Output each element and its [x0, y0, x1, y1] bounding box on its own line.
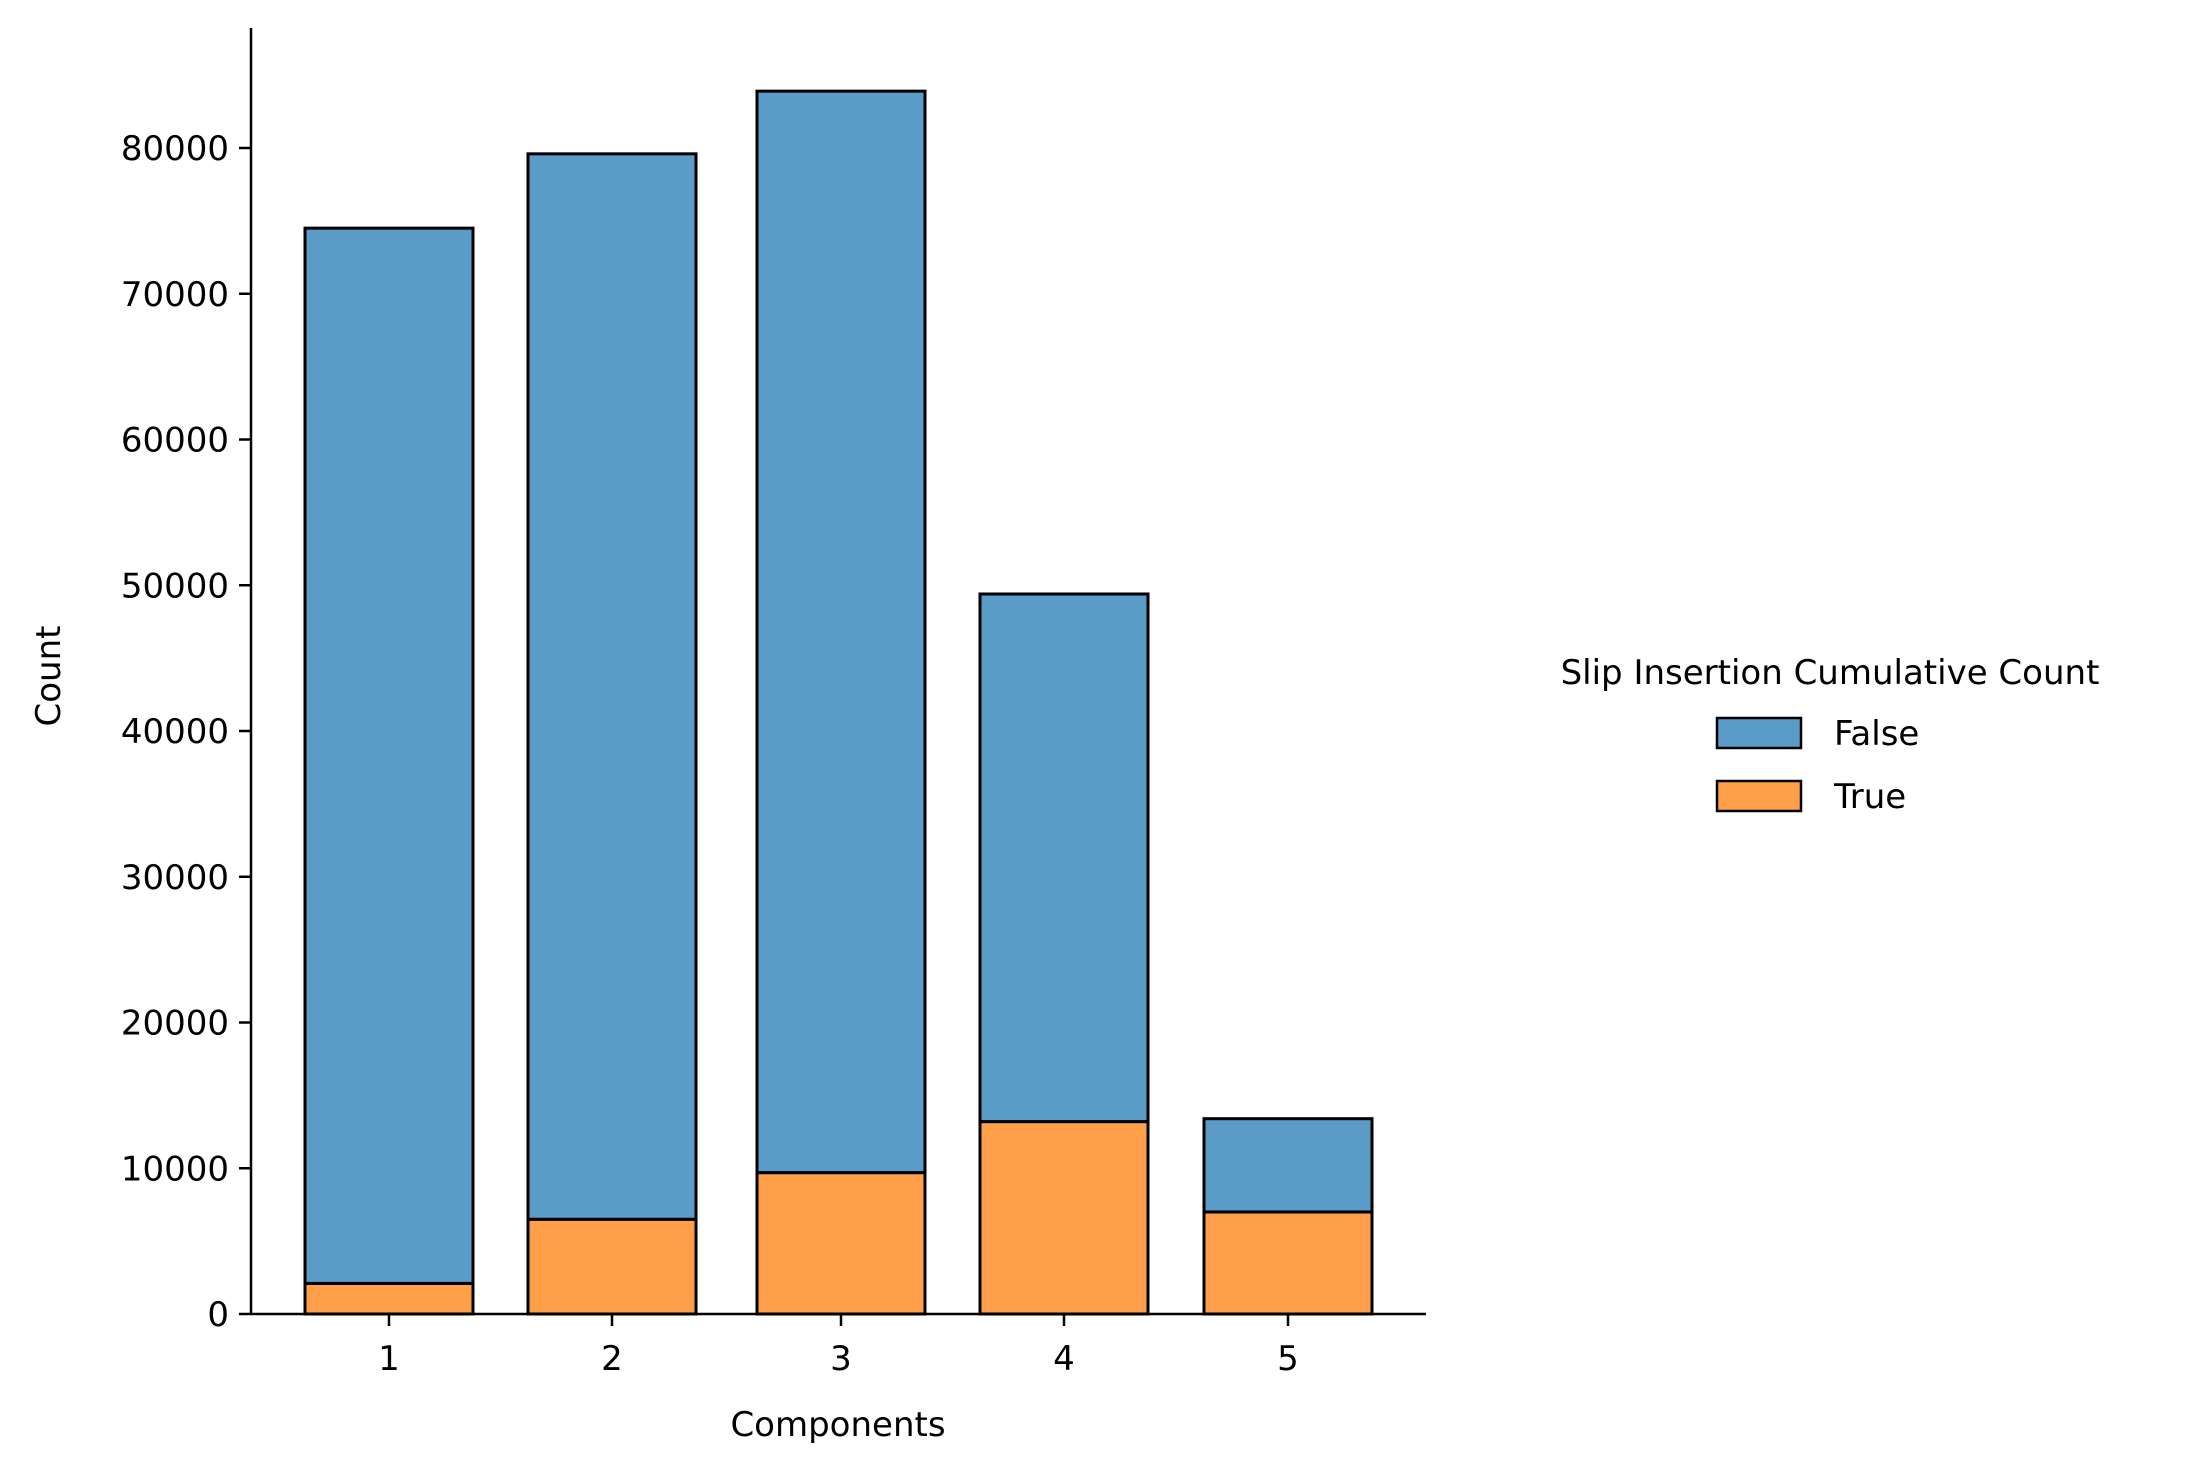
axes-layer [249, 28, 1426, 1316]
y-tick-label: 30000 [121, 858, 229, 898]
y-tick-label: 40000 [121, 712, 229, 752]
legend-title: Slip Insertion Cumulative Count [1561, 653, 2100, 693]
y-tick-label: 20000 [121, 1004, 229, 1044]
bar-false-5 [1202, 1117, 1374, 1214]
bar-true-2 [526, 1217, 698, 1316]
y-tick-label: 80000 [121, 129, 229, 169]
x-ticks: 1 2 3 4 5 [378, 1314, 1299, 1379]
bar-true-5 [1202, 1210, 1374, 1316]
x-tick-label: 4 [1053, 1339, 1075, 1379]
y-tick-label: 70000 [121, 275, 229, 315]
bar-true-1 [303, 1281, 475, 1316]
x-tick-label: 2 [601, 1339, 623, 1379]
bar-false-1 [303, 226, 475, 1285]
legend-swatch-true [1715, 779, 1803, 813]
x-tick-label: 1 [378, 1339, 400, 1379]
bar-true-3 [755, 1171, 927, 1316]
bar-false-4 [978, 592, 1150, 1124]
y-tick-label: 50000 [121, 566, 229, 606]
bar-true-4 [978, 1120, 1150, 1316]
legend-label-false: False [1834, 714, 1919, 754]
bar-false-2 [526, 152, 698, 1221]
legend: Slip Insertion Cumulative Count False Tru… [1561, 653, 2100, 817]
y-ticks: 0 10000 20000 30000 40000 50000 60000 70000 8000… [121, 129, 251, 1335]
legend-label-true: True [1833, 777, 1906, 817]
y-axis-title: Count [29, 626, 69, 727]
bar-false-3 [755, 89, 927, 1175]
x-axis-title: Components [730, 1405, 945, 1445]
x-tick-label: 3 [830, 1339, 852, 1379]
legend-swatch-false [1715, 716, 1803, 750]
y-tick-label: 0 [207, 1295, 229, 1335]
y-tick-label: 60000 [121, 421, 229, 461]
bars-layer [303, 89, 1374, 1316]
x-tick-label: 5 [1277, 1339, 1299, 1379]
y-tick-label: 10000 [121, 1149, 229, 1189]
